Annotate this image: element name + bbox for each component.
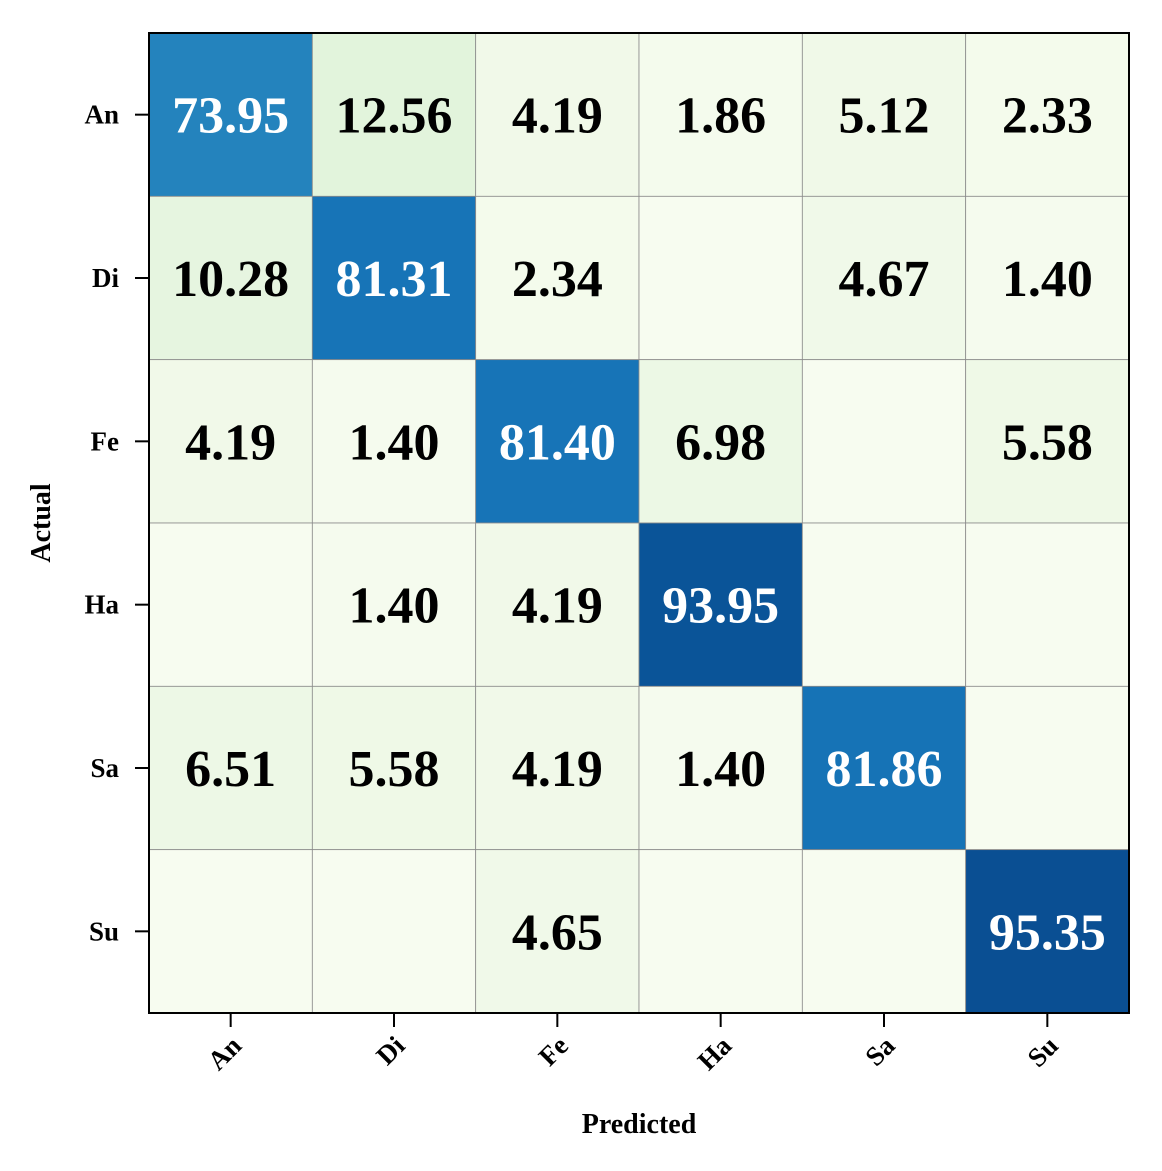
cell-label-Su-Su: 95.35 (989, 904, 1106, 961)
cell-label-Sa-Ha: 1.40 (675, 741, 766, 798)
x-tick-label-An: An (202, 1030, 248, 1076)
x-tick-label-Sa: Sa (859, 1030, 901, 1072)
heatmap-cell-Ha-Fe (475, 522, 640, 687)
heatmap-cell-An-Su (965, 32, 1130, 197)
cell-label-Di-Su: 1.40 (1002, 251, 1093, 308)
cell-label-Di-Fe: 2.34 (512, 251, 603, 308)
cell-label-An-Di: 12.56 (336, 88, 453, 145)
cell-label-Ha-Di: 1.40 (349, 578, 440, 635)
heatmap-cell-Di-An (148, 195, 313, 361)
heatmap-cell-Ha-Di (311, 522, 477, 687)
cell-label-Di-An: 10.28 (172, 251, 289, 308)
heatmap-cell-Fe-Sa (801, 359, 967, 524)
y-tick-label-Di: Di (92, 263, 119, 293)
heatmap-cell-Ha-An (148, 522, 313, 687)
heatmap-cell-Sa-Di (311, 685, 477, 851)
heatmap-cell-Su-Sa (801, 849, 967, 1014)
heatmap-cell-Fe-Di (311, 359, 477, 524)
cell-label-Di-Di: 81.31 (336, 251, 453, 308)
heatmap-cell-Fe-Ha (638, 359, 803, 524)
heatmap-cell-Fe-Fe (475, 359, 640, 524)
heatmap-cell-Di-Di (311, 195, 477, 361)
cell-label-Sa-An: 6.51 (185, 741, 276, 798)
heatmap-cell-Sa-Fe (475, 685, 640, 851)
cell-label-Ha-Ha: 93.95 (662, 578, 779, 635)
cell-label-Fe-Ha: 6.98 (675, 414, 766, 471)
heatmap-cell-Sa-Su (965, 685, 1130, 851)
y-axis-title: Actual (26, 483, 57, 563)
cell-label-Fe-Di: 1.40 (349, 414, 440, 471)
heatmap-cell-Su-Di (311, 849, 477, 1014)
heatmap-cell-Di-Sa (801, 195, 967, 361)
heatmap-cell-Fe-An (148, 359, 313, 524)
heatmap-cell-Fe-Su (965, 359, 1130, 524)
heatmap-cell-An-Ha (638, 32, 803, 197)
cell-label-Ha-Fe: 4.19 (512, 578, 603, 635)
x-tick-label-Ha: Ha (692, 1030, 738, 1076)
heatmap-cell-Sa-Ha (638, 685, 803, 851)
heatmap-cell-Sa-An (148, 685, 313, 851)
y-tick-label-Sa: Sa (90, 753, 119, 783)
x-tick-label-Su: Su (1022, 1030, 1064, 1072)
heatmap-cell-An-Di (311, 32, 477, 197)
heatmap-cell-An-Sa (801, 32, 967, 197)
x-tick-label-Di: Di (370, 1030, 411, 1071)
cell-label-An-Su: 2.33 (1002, 88, 1093, 145)
x-axis-ticks: An Di Fe Ha Sa Su (202, 1013, 1064, 1076)
cell-label-An-Fe: 4.19 (512, 88, 603, 145)
heatmap-cell-labels: 73.95 12.56 4.19 1.86 5.12 2.33 10.28 81.31 2.34… (172, 88, 1106, 962)
x-tick-label-Fe: Fe (533, 1030, 574, 1071)
heatmap-cell-Di-Ha (638, 195, 803, 361)
heatmap-cell-Su-Su (965, 849, 1130, 1014)
heatmap-cell-Ha-Su (965, 522, 1130, 687)
heatmap-cell-Su-Ha (638, 849, 803, 1014)
x-axis-title: Predicted (582, 1109, 697, 1140)
cell-label-Sa-Di: 5.58 (349, 741, 440, 798)
heatmap-cell-Ha-Ha (638, 522, 803, 687)
cell-label-An-Ha: 1.86 (675, 88, 766, 145)
cell-label-Fe-Fe: 81.40 (499, 414, 616, 471)
y-axis-ticks: An Di Fe Ha Sa Su (84, 100, 149, 946)
cell-label-Sa-Sa: 81.86 (826, 741, 943, 798)
cell-label-Fe-Su: 5.58 (1002, 414, 1093, 471)
y-tick-label-An: An (84, 100, 119, 130)
cell-label-An-Sa: 5.12 (839, 88, 930, 145)
cell-label-Fe-An: 4.19 (185, 414, 276, 471)
plot-frame (148, 32, 1130, 1014)
heatmap-cell-Su-An (148, 849, 313, 1014)
heatmap-cells (148, 32, 1130, 1014)
heatmap-cell-Ha-Sa (801, 522, 967, 687)
y-tick-label-Fe: Fe (91, 426, 119, 456)
y-tick-label-Su: Su (89, 916, 119, 946)
y-tick-label-Ha: Ha (84, 590, 119, 620)
heatmap-cell-Su-Fe (475, 849, 640, 1014)
cell-label-Di-Sa: 4.67 (839, 251, 930, 308)
cell-label-Sa-Fe: 4.19 (512, 741, 603, 798)
heatmap-cell-An-An (148, 32, 313, 197)
cell-label-An-An: 73.95 (172, 88, 289, 145)
cell-label-Su-Fe: 4.65 (512, 904, 603, 961)
